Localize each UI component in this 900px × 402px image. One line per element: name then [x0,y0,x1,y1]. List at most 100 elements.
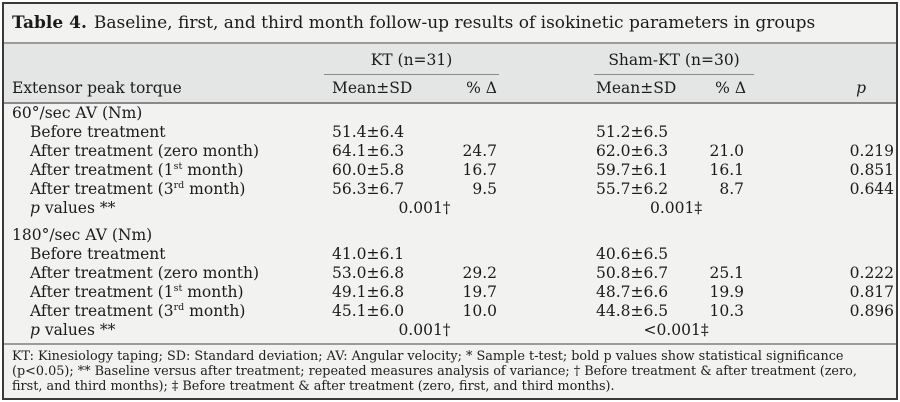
cell-spacer [499,142,594,161]
table-row: Before treatment 41.0±6.1 40.6±6.5 [4,245,896,264]
spacer-header-cell [499,74,595,104]
cell-p-value [754,123,896,142]
cell-kt-pct-delta: 19.7 [462,283,498,301]
table-caption: Table 4. Baseline, first, and third mont… [4,4,896,44]
cell-p-value: 0.851 [849,161,895,179]
col-header-sham-pct-delta: % Δ [709,74,755,104]
section-label: 180°/sec AV (Nm) [12,226,153,244]
cell-kt-pct-delta [432,245,499,264]
cell-kt-pct-delta [432,123,499,142]
empty-header-cell [754,44,896,74]
cell-sham-pct-delta: 21.0 [709,142,745,160]
cell-kt-mean-sd: 60.0±5.8 [332,161,405,179]
cell-sham-mean-sd: 50.8±6.7 [596,264,669,282]
table-number: Table 4. [12,13,87,33]
cell-spacer [499,161,594,180]
col-header-extensor-peak-torque: Extensor peak torque [4,74,324,104]
section-header-row: 180°/sec AV (Nm) [4,226,896,245]
section-header-row: 60°/sec AV (Nm) [4,103,896,123]
cell-sham-mean-sd: 51.2±6.5 [596,123,669,141]
cell-sham-pct-delta: 10.3 [709,302,745,320]
row-label: After treatment (3rd month) [30,301,246,320]
cell-p-value [754,245,896,264]
table-row: After treatment (3rd month) 56.3±6.7 9.5 55… [4,180,896,199]
cell-kt-pct-delta: 24.7 [462,142,498,160]
row-label: After treatment (zero month) [30,264,260,282]
cell-kt-mean-sd: 51.4±6.4 [332,123,405,141]
cell-kt-pct-delta: 10.0 [462,302,498,320]
cell-spacer [499,245,594,264]
gap-cell [4,218,896,226]
cell-kt-pct-delta: 9.5 [472,180,498,198]
cell-kt-group-p: 0.001† [398,199,451,217]
cell-sham-mean-sd: 48.7±6.6 [596,283,669,301]
cell-kt-pct-delta: 29.2 [462,264,498,282]
empty-header-cell [4,44,324,74]
cell-sham-mean-sd: 59.7±6.1 [596,161,669,179]
table-row: After treatment (zero month) 64.1±6.3 24.7… [4,142,896,161]
table-row: Before treatment 51.4±6.4 51.2±6.5 [4,123,896,142]
cell-sham-mean-sd: 44.8±6.5 [596,302,669,320]
cell-sham-pct-delta: 25.1 [709,264,745,282]
table-title-text: Baseline, first, and third month follow-… [93,13,816,33]
cell-sham-pct-delta: 19.9 [709,283,745,301]
cell-sham-mean-sd: 40.6±6.5 [596,245,669,263]
cell-sham-pct-delta: 16.1 [709,161,745,179]
cell-sham-group-p: <0.001‡ [643,321,709,339]
cell-kt-mean-sd: 56.3±6.7 [332,180,405,198]
table-row: After treatment (zero month) 53.0±6.8 29.2… [4,264,896,283]
cell-sham-mean-sd: 62.0±6.3 [596,142,669,160]
section-label: 60°/sec AV (Nm) [12,104,143,122]
cell-sham-pct-delta: 8.7 [719,180,745,198]
cell-p-value [754,321,896,340]
results-table: KT (n=31) Sham-KT (n=30) Extensor peak t… [4,44,896,340]
table-head: KT (n=31) Sham-KT (n=30) Extensor peak t… [4,44,896,104]
col-header-p: p [754,74,896,104]
row-label: After treatment (zero month) [30,142,260,160]
cell-kt-mean-sd: 45.1±6.0 [332,302,405,320]
cell-spacer [499,264,594,283]
spacer-header-cell [499,44,594,74]
cell-spacer [499,321,594,340]
cell-kt-mean-sd: 64.1±6.3 [332,142,405,160]
table-row: After treatment (1st month) 60.0±5.8 16.7 5… [4,161,896,180]
col-group-sham-kt: Sham-KT (n=30) [594,44,755,75]
group-header-row: KT (n=31) Sham-KT (n=30) [4,44,896,75]
row-label: After treatment (1st month) [30,160,244,179]
cell-p-value: 0.644 [849,180,895,198]
cell-spacer [499,302,594,321]
cell-spacer [499,180,594,199]
col-header-kt-pct-delta: % Δ [432,74,500,104]
cell-spacer [499,199,594,218]
col-group-kt: KT (n=31) [324,44,500,75]
row-label: After treatment (1st month) [30,282,244,301]
cell-p-value: 0.896 [849,302,895,320]
cell-p-value [754,199,896,218]
table-row: After treatment (3rd month) 45.1±6.0 10.0 4… [4,302,896,321]
cell-sham-mean-sd: 55.7±6.2 [596,180,669,198]
p-values-label: p values ** [30,321,116,339]
cell-kt-pct-delta: 16.7 [462,161,498,179]
p-values-row: p values ** 0.001† 0.001‡ [4,199,896,218]
row-label: Before treatment [30,123,166,141]
cell-sham-pct-delta [709,123,754,142]
cell-p-value: 0.817 [849,283,895,301]
row-label: Before treatment [30,245,166,263]
col-header-kt-mean-sd: Mean±SD [324,74,432,104]
table-row: After treatment (1st month) 49.1±6.8 19.7 4… [4,283,896,302]
cell-sham-group-p: 0.001‡ [649,199,703,217]
table-body: 60°/sec AV (Nm) Before treatment 51.4±6.4 5… [4,103,896,340]
cell-spacer [499,123,594,142]
cell-sham-pct-delta [709,245,754,264]
cell-p-value: 0.222 [849,264,895,282]
section-gap-row [4,218,896,226]
cell-kt-group-p: 0.001† [398,321,451,339]
column-header-row: Extensor peak torque Mean±SD % Δ Mean±SD… [4,74,896,104]
col-header-sham-mean-sd: Mean±SD [594,74,710,104]
cell-p-value: 0.219 [849,142,895,160]
cell-spacer [499,283,594,302]
p-values-row: p values ** 0.001† <0.001‡ [4,321,896,340]
cell-kt-mean-sd: 41.0±6.1 [332,245,405,263]
cell-kt-mean-sd: 53.0±6.8 [332,264,405,282]
